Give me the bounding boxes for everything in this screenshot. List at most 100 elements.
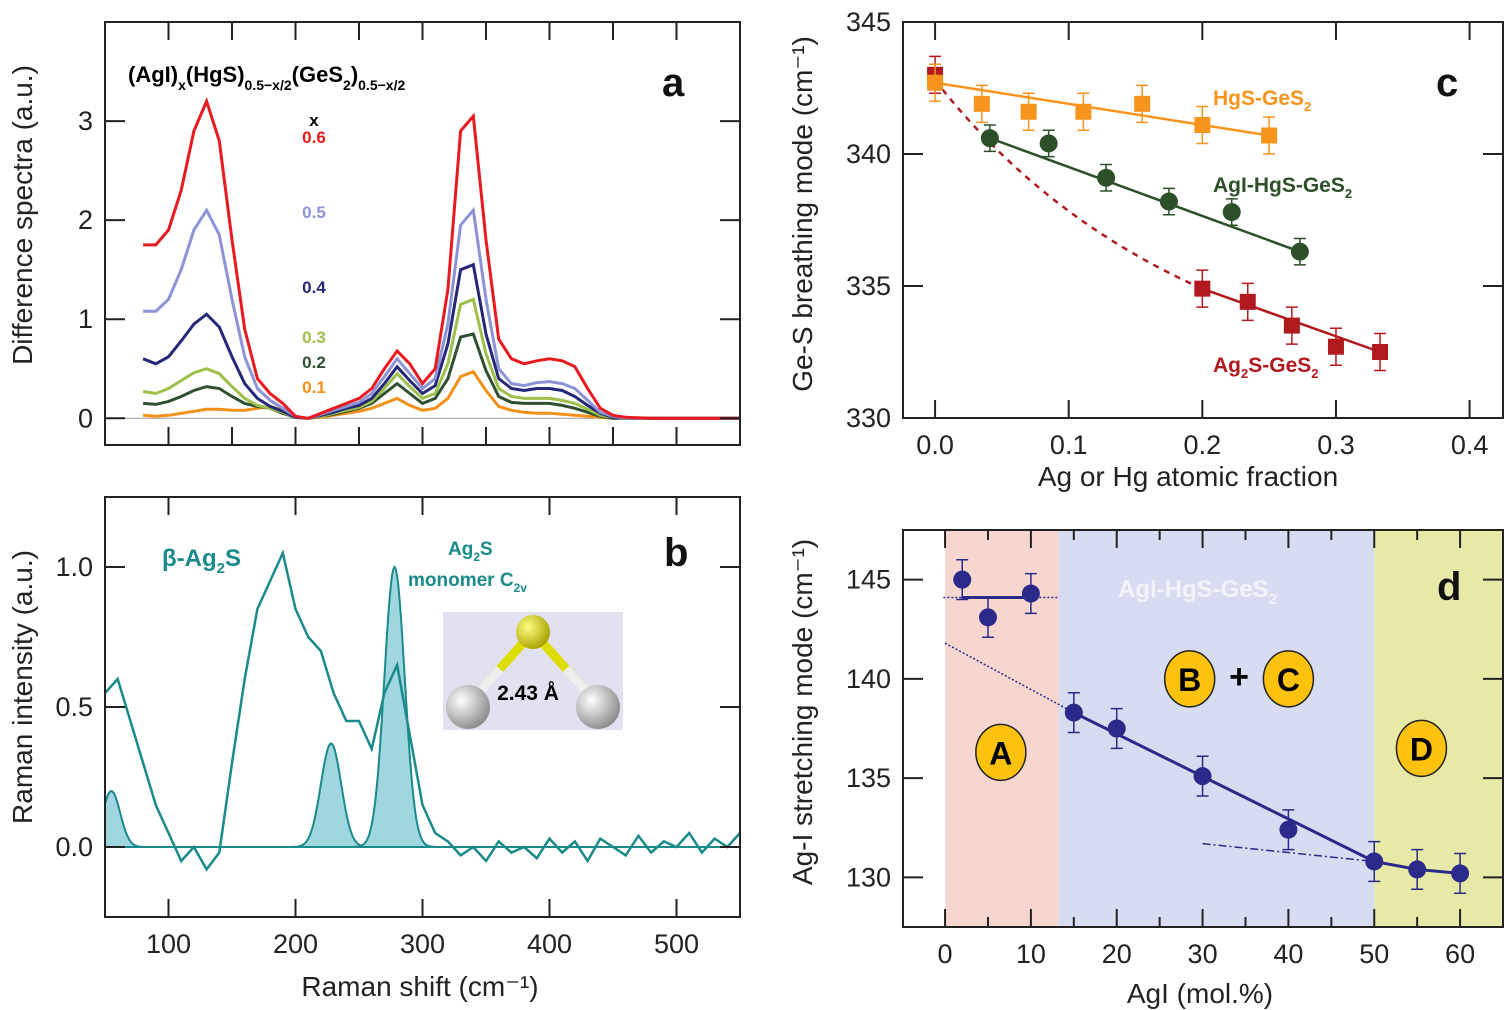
panel-a-series-0.3: [142, 297, 740, 420]
panel-c-ylabel: Ge-S breathing mode (cm⁻¹): [787, 36, 818, 392]
panel-d-xtick-label: 50: [1359, 939, 1389, 969]
data-point: [1064, 703, 1083, 722]
phase-label-D: D: [1410, 731, 1433, 767]
data-point-Ag2S-GeS2: [1239, 293, 1256, 310]
panel-a-ytick-label: 0: [78, 403, 93, 433]
monomer-label-2: monomer C2v: [408, 570, 527, 595]
panel-b-ytick-label: 1.0: [55, 552, 93, 582]
panel-d-xlabel: AgI (mol.%): [1127, 978, 1273, 1009]
panel-b-xtick-label: 400: [527, 929, 572, 959]
panel-d-xtick-label: 40: [1273, 939, 1303, 969]
panel-b-xtick-label: 300: [400, 929, 445, 959]
panel-c-ytick-label: 335: [846, 271, 891, 301]
panel-c-xtick-label: 0.2: [1184, 430, 1222, 460]
legend-entry-0.3: 0.3: [302, 328, 326, 347]
panel-label-d: d: [1437, 565, 1461, 609]
fit-line: [1073, 711, 1375, 863]
data-point: [953, 570, 972, 589]
data-point-HgS-GeS2: [973, 95, 990, 112]
panel-b-ytick-label: 0.5: [55, 692, 93, 722]
legend-entry-0.1: 0.1: [302, 378, 326, 397]
panel-d-xtick-label: 0: [938, 939, 953, 969]
data-point-HgS-GeS2: [1134, 95, 1151, 112]
panel-c-ytick-label: 345: [846, 7, 891, 37]
panel-c-xtick-label: 0.3: [1317, 430, 1355, 460]
panel-label-c: c: [1436, 61, 1458, 105]
panel-a-series-0.2: [142, 332, 740, 420]
phase-circle-A: [975, 723, 1027, 782]
ag2s-dashed-trend: [934, 79, 1203, 290]
panel-a-series-0.4: [142, 262, 740, 420]
phase-label-B: B: [1178, 662, 1201, 698]
panel-c-xtick-label: 0.4: [1451, 430, 1489, 460]
data-point-AgI-HgS-GeS2: [1222, 203, 1241, 222]
ag2s-ges2-label: Ag2S-GeS2: [1213, 354, 1319, 381]
panel-c-xtick-label: 0.1: [1050, 430, 1088, 460]
panel-b-xtick-label: 100: [146, 929, 191, 959]
phase-circle-D: [1395, 719, 1448, 778]
dash-dot-line: [1202, 842, 1375, 863]
gaussian-peak-55: [104, 789, 147, 848]
data-point-HgS-GeS2: [1194, 116, 1211, 133]
molecule-inset: 2.43 Å: [443, 612, 623, 730]
panel-d-ytick-label: 130: [846, 862, 891, 892]
gaussian-peak-278: [352, 564, 437, 848]
panel-c-ytick-label: 330: [846, 403, 891, 433]
panel-d-ylabel: Ag-I stretching mode (cm⁻¹): [787, 539, 818, 885]
panel-a-series-0.1: [142, 369, 740, 420]
data-point-AgI-HgS-GeS2: [980, 129, 999, 148]
hgs-ges2-label: HgS-GeS2: [1213, 87, 1311, 114]
data-point-Ag2S-GeS2: [1283, 317, 1300, 334]
data-point-HgS-GeS2: [1020, 103, 1037, 120]
data-point: [1408, 860, 1427, 879]
phase-circle-B: [1163, 650, 1216, 708]
data-point: [978, 608, 997, 627]
panel-d-ytick-label: 145: [846, 565, 891, 595]
gaussian-peak-228: [290, 742, 372, 848]
panel-b-xtick-label: 500: [654, 929, 699, 959]
sulfur-atom: [516, 615, 550, 649]
beta-ag2s-label: β-Ag2S: [162, 545, 241, 577]
data-layer: A B C D: [104, 55, 1470, 895]
panel-b-xlabel: Raman shift (cm⁻¹): [301, 971, 538, 1002]
data-point-HgS-GeS2: [1261, 127, 1278, 144]
data-point-HgS-GeS2: [1075, 103, 1092, 120]
region-title: AgI-HgS-GeS2: [1118, 576, 1277, 608]
panel-d-xtick-label: 10: [1016, 939, 1046, 969]
raman-spectrum: [104, 549, 741, 872]
panel-a-series-0.6: [143, 97, 740, 420]
panel-a-ylabel: Difference spectra (a.u.): [7, 65, 38, 365]
panel-d-xtick-label: 60: [1445, 939, 1475, 969]
data-point-Ag2S-GeS2: [1372, 344, 1389, 360]
legend-entry-0.2: 0.2: [302, 353, 326, 372]
panel-c-ytick-label: 340: [846, 139, 891, 169]
phase-label-C: C: [1277, 662, 1300, 698]
panel-c-frame: [902, 21, 1504, 419]
data-point-HgS-GeS2: [927, 74, 944, 91]
data-point-Ag2S-GeS2: [1327, 338, 1344, 355]
legend-entry-0.4: 0.4: [302, 278, 326, 297]
silver-atom-left: [446, 685, 490, 729]
fit-line-AgI-HgS-GeS2: [989, 136, 1301, 253]
legend-title-x: x: [309, 111, 319, 130]
monomer-label-1: Ag2S: [448, 539, 493, 564]
plus-sign: +: [1229, 658, 1249, 696]
panel-b-frame: [104, 496, 741, 918]
panel-c-xtick-label: 0.0: [916, 430, 954, 460]
panel-b-ytick-label: 0.0: [55, 832, 93, 862]
panel-d-ytick-label: 140: [846, 664, 891, 694]
panel-a-ytick-label: 3: [78, 106, 93, 136]
panel-b-xtick-label: 200: [273, 929, 318, 959]
panel-b-ylabel: Raman intensity (a.u.): [7, 550, 38, 824]
panel-a-legend: 0.6 0.5 0.4 0.3 0.2 0.1: [302, 128, 326, 397]
data-point: [1451, 864, 1470, 883]
panel-label-a: a: [662, 61, 685, 105]
data-point-Ag2S-GeS2: [1194, 280, 1211, 297]
data-point-AgI-HgS-GeS2: [1159, 192, 1178, 211]
panel-a-series-0.5: [143, 206, 740, 420]
panel-a-formula: (AgI)x(HgS)0.5−x/2(GeS2)0.5−x/2: [128, 62, 405, 93]
extrapolation-dotted: [944, 642, 1075, 714]
data-point: [1107, 719, 1126, 738]
fit-line-HgS-GeS2: [934, 81, 1270, 137]
